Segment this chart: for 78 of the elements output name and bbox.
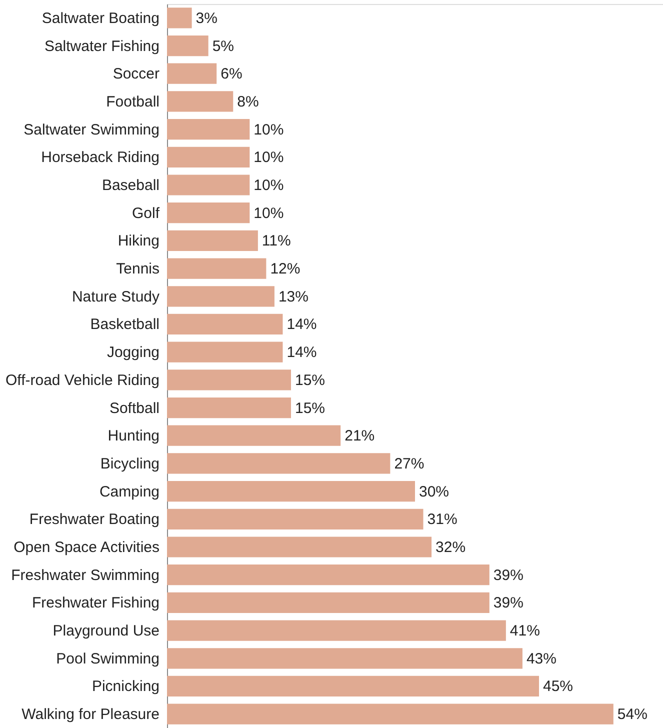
y-tick-label: Freshwater Swimming: [11, 566, 160, 584]
bar: [167, 63, 217, 84]
bar: [167, 648, 522, 669]
y-tick-label: Pool Swimming: [56, 650, 160, 668]
bar: [167, 230, 258, 251]
y-tick-label: Saltwater Boating: [42, 10, 160, 27]
y-tick-label: Picnicking: [92, 678, 160, 696]
data-label: 54%: [617, 706, 648, 724]
data-label: 13%: [278, 288, 308, 306]
y-tick-label: Bicycling: [100, 455, 160, 472]
y-tick-label: Open Space Activities: [14, 539, 160, 556]
bar: [167, 174, 250, 196]
bar: [167, 481, 415, 502]
data-label: 41%: [510, 622, 540, 640]
data-label: 14%: [286, 344, 317, 362]
y-tick-label: Softball: [109, 400, 160, 417]
data-label: 45%: [543, 678, 574, 696]
data-label: 21%: [344, 428, 375, 445]
data-label: 27%: [394, 455, 424, 472]
data-label: 43%: [526, 650, 556, 668]
bar: [167, 564, 490, 586]
data-label: 15%: [295, 372, 326, 389]
data-label: 5%: [212, 38, 234, 55]
bar: [167, 146, 250, 168]
bar: [167, 620, 506, 641]
y-tick-label: Baseball: [102, 177, 160, 194]
bar: [167, 286, 274, 307]
bar: [167, 397, 291, 418]
y-tick-label: Soccer: [112, 66, 160, 83]
data-label: 14%: [286, 316, 317, 334]
bar: [167, 370, 291, 390]
y-tick-label: Saltwater Swimming: [24, 121, 160, 138]
data-label: 8%: [237, 93, 259, 110]
data-label: 31%: [427, 511, 458, 528]
data-label: 32%: [436, 539, 466, 556]
y-tick-label: Tennis: [116, 260, 160, 278]
data-label: 39%: [493, 594, 524, 612]
y-tick-label: Off-road Vehicle Riding: [6, 372, 160, 389]
bar: [167, 258, 266, 279]
bar: [167, 202, 250, 224]
data-label: 10%: [254, 149, 284, 166]
data-label: 15%: [295, 400, 326, 417]
bar: [167, 91, 234, 112]
data-label: 11%: [262, 232, 291, 250]
y-tick-label: Hunting: [108, 428, 160, 445]
y-tick-label: Hiking: [118, 232, 160, 250]
y-tick-label: Basketball: [90, 316, 160, 334]
bar: [167, 425, 341, 446]
bar: [167, 119, 250, 140]
bar: [167, 8, 192, 28]
bar: [167, 508, 424, 530]
y-tick-label: Saltwater Fishing: [44, 38, 160, 55]
data-label: 6%: [220, 66, 242, 83]
data-label: 10%: [254, 204, 284, 222]
bar: [167, 704, 614, 724]
bar: [167, 314, 283, 335]
bar: [167, 342, 283, 362]
data-label: 10%: [254, 177, 284, 194]
y-tick-label: Football: [106, 93, 160, 110]
data-label: 39%: [493, 566, 524, 584]
y-tick-label: Freshwater Fishing: [32, 594, 160, 612]
bar: [167, 35, 208, 56]
data-label: 30%: [419, 483, 450, 500]
y-tick-label: Jogging: [106, 344, 160, 362]
y-tick-label: Camping: [99, 483, 160, 500]
y-tick-label: Playground Use: [52, 622, 160, 640]
data-label: 10%: [254, 121, 284, 138]
y-tick-label: Freshwater Boating: [29, 511, 160, 528]
y-tick-label: Golf: [132, 204, 160, 222]
bar: [167, 453, 390, 474]
data-label: 12%: [270, 260, 300, 278]
y-tick-label: Horseback Riding: [41, 149, 160, 166]
bar: [167, 536, 432, 558]
data-label: 3%: [196, 10, 218, 27]
bar: [167, 592, 490, 613]
y-tick-label: Nature Study: [72, 288, 160, 306]
y-tick-label: Walking for Pleasure: [22, 706, 160, 724]
bar: [167, 676, 539, 697]
